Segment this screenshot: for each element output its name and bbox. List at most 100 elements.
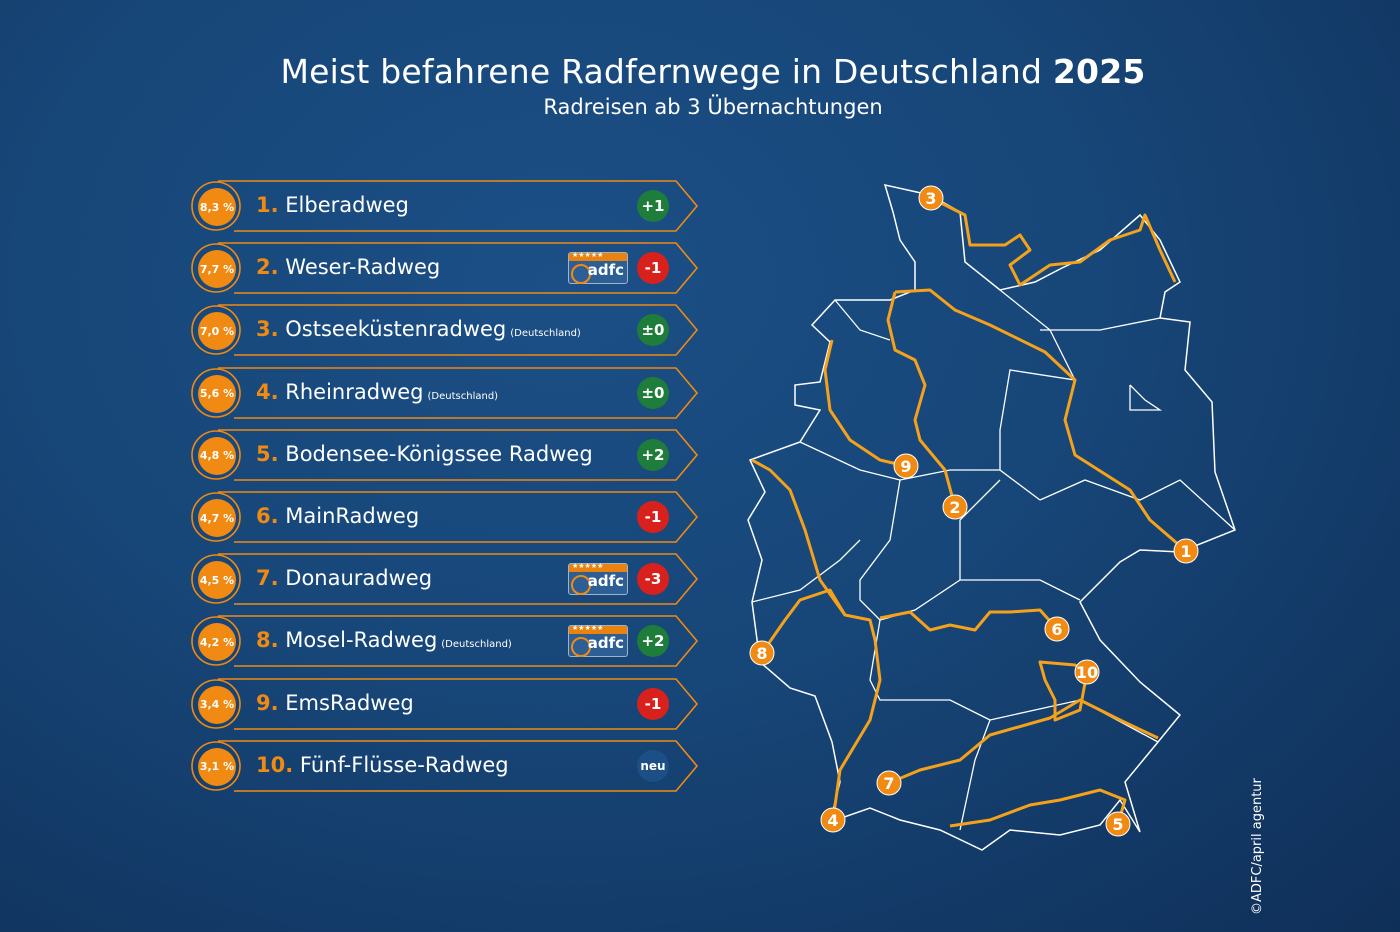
map-marker	[893, 453, 919, 479]
rank: 3.	[256, 317, 279, 342]
change-badge: +2	[637, 625, 669, 658]
cycle-route	[894, 288, 1187, 553]
map-marker-label: 1	[1180, 542, 1191, 561]
route-label: Ostseeküstenradweg	[285, 317, 507, 342]
map-marker-label: 6	[1051, 620, 1062, 639]
route-label: Fünf-Flüsse-Radweg	[299, 752, 509, 777]
share-circle: 7,7 %	[198, 250, 236, 289]
route-name: 1. Elberadweg	[256, 193, 409, 217]
rank: 9.	[256, 690, 279, 715]
map-marker-label: 4	[827, 811, 838, 830]
cycle-route	[760, 588, 847, 654]
change-badge: neu	[637, 749, 669, 782]
row-frame	[191, 615, 699, 668]
page-title: Meist befahrene Radfernwege in Deutschla…	[0, 52, 1400, 91]
ranking-row: 3,1 % 10. Fünf-Flüsse-Radweg neu	[190, 739, 700, 794]
cycle-route	[751, 458, 882, 821]
row-frame	[191, 366, 699, 419]
row-frame	[191, 677, 699, 730]
route-name: 3. Ostseeküstenradweg (Deutschland)	[256, 317, 581, 341]
title-text: Meist befahrene Radfernwege in Deutschla…	[280, 52, 1043, 91]
cycle-route	[930, 196, 1177, 287]
stars-icon: ★★★★★	[572, 624, 604, 633]
route-label: Donauradweg	[285, 566, 433, 591]
route-name: 6. MainRadweg	[256, 504, 419, 528]
row-frame	[191, 428, 699, 481]
share-circle: 5,6 %	[198, 374, 236, 413]
change-badge: ±0	[637, 376, 669, 409]
row-frame	[191, 304, 699, 357]
row-frame	[191, 242, 699, 294]
state-border	[1040, 317, 1161, 331]
rank: 8.	[256, 628, 279, 653]
bike-wheel-icon	[571, 264, 591, 285]
change-badge: -1	[637, 687, 669, 720]
ranking-row: 7,7 % 2. Weser-Radweg ★★★★★ adfc -1	[190, 242, 700, 296]
route-name: 4. Rheinradweg (Deutschland)	[256, 380, 498, 404]
change-badge: -1	[637, 501, 669, 533]
bike-wheel-icon	[571, 637, 591, 658]
share-circle: 4,8 %	[198, 436, 236, 475]
ranking-row: 4,7 % 6. MainRadweg -1	[190, 491, 700, 545]
state-border	[859, 479, 1081, 621]
share-circle: 3,4 %	[198, 685, 236, 724]
copyright: ©ADFC/april agentur	[1250, 778, 1265, 915]
map-marker	[876, 770, 902, 796]
map-marker-label: 10	[1076, 663, 1098, 682]
map-marker	[820, 807, 846, 833]
map-marker-label: 3	[925, 189, 936, 208]
rank: 2.	[256, 255, 279, 280]
ranking-row: 7,0 % 3. Ostseeküstenradweg (Deutschland)…	[190, 304, 700, 358]
ranking-row: 4,5 % 7. Donauradweg ★★★★★ adfc -3	[190, 553, 700, 607]
map-marker	[1074, 659, 1100, 685]
ranking-row: 4,2 % 8. Mosel-Radweg (Deutschland) ★★★★★…	[190, 615, 700, 669]
rank: 7.	[256, 566, 279, 591]
share-circle: 3,1 %	[198, 747, 236, 786]
map-marker-label: 9	[900, 457, 911, 476]
adfc-text: adfc	[587, 261, 624, 280]
route-note: (Deutschland)	[441, 639, 512, 651]
state-border	[869, 619, 991, 831]
ranking-row: 3,4 % 9. EmsRadweg -1	[190, 677, 700, 732]
map-marker-label: 5	[1112, 815, 1123, 834]
ranking-row: 5,6 % 4. Rheinradweg (Deutschland) ±0	[190, 366, 700, 421]
route-name: 10. Fünf-Flüsse-Radweg	[256, 753, 509, 777]
cycle-route	[879, 608, 1059, 632]
cycle-route	[949, 788, 1127, 828]
route-label: MainRadweg	[285, 504, 420, 528]
map-marker	[749, 640, 775, 666]
cycle-route	[823, 339, 907, 468]
adfc-quality-logo: ★★★★★ adfc	[568, 251, 628, 285]
stars-icon: ★★★★★	[572, 562, 604, 571]
cycle-route	[888, 698, 1159, 785]
map-marker-label: 7	[883, 774, 894, 793]
state-border	[1039, 479, 1236, 531]
cycle-route	[886, 291, 957, 508]
route-note: (Deutschland)	[427, 390, 499, 402]
state-border	[751, 539, 861, 603]
share-circle: 7,0 %	[198, 312, 236, 351]
row-frame	[191, 739, 699, 792]
route-name: 7. Donauradweg	[256, 566, 432, 590]
share-circle: 4,7 %	[198, 499, 236, 537]
adfc-text: adfc	[587, 572, 624, 591]
rank: 6.	[256, 504, 279, 528]
map-marker	[1105, 811, 1131, 837]
row-frame	[191, 553, 699, 605]
rank: 5.	[256, 441, 279, 466]
germany-outline	[747, 183, 1236, 851]
adfc-text: adfc	[587, 634, 624, 653]
adfc-quality-logo: ★★★★★ adfc	[568, 624, 628, 658]
ranking-row: 4,8 % 5. Bodensee-Königssee Radweg +2	[190, 428, 700, 483]
map-marker-label: 8	[756, 644, 767, 663]
stars-icon: ★★★★★	[572, 251, 604, 260]
route-name: 8. Mosel-Radweg (Deutschland)	[256, 628, 512, 652]
route-label: EmsRadweg	[285, 690, 414, 715]
route-label: Mosel-Radweg	[285, 628, 438, 653]
route-name: 2. Weser-Radweg	[256, 255, 440, 279]
share-circle: 4,2 %	[198, 623, 236, 662]
route-label: Elberadweg	[285, 193, 409, 217]
map-marker	[1044, 616, 1070, 642]
change-badge: ±0	[637, 314, 669, 347]
